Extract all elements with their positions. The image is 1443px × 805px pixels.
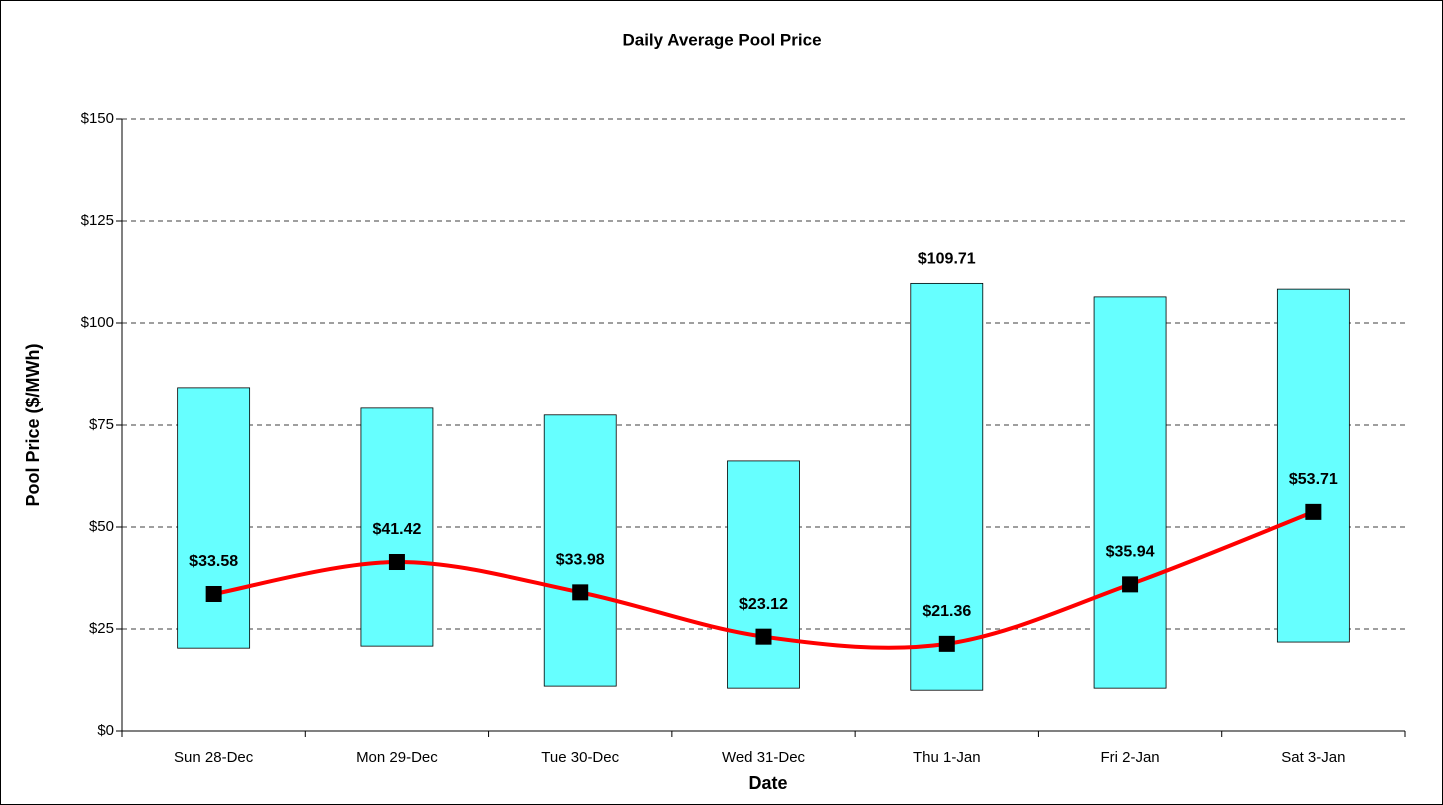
x-tick-label: Tue 30-Dec <box>541 749 619 766</box>
average-marker <box>938 635 955 652</box>
y-axis-label: Pool Price ($/MWh) <box>23 343 43 506</box>
y-tick-label: $100 <box>81 314 114 331</box>
range-bar <box>1093 296 1167 689</box>
range-bar <box>543 414 617 687</box>
average-label: $53.71 <box>1289 471 1338 488</box>
range-bar <box>177 387 251 649</box>
y-tick-label: $75 <box>89 416 114 433</box>
average-marker <box>1122 576 1139 593</box>
high-label: $109.71 <box>918 251 976 268</box>
average-marker <box>755 628 772 645</box>
average-label: $21.36 <box>922 603 971 620</box>
range-bar <box>1276 288 1350 643</box>
average-marker <box>388 554 405 571</box>
range-bar <box>360 407 434 647</box>
y-tick-label: $25 <box>89 620 114 637</box>
y-tick-label: $0 <box>97 722 114 739</box>
y-tick-label: $125 <box>81 212 114 229</box>
x-tick-label: Sun 28-Dec <box>174 749 254 766</box>
average-label: $33.58 <box>189 553 238 570</box>
y-tick-label: $150 <box>81 110 114 127</box>
x-tick-label: Fri 2-Jan <box>1100 749 1159 766</box>
range-bar <box>910 282 984 691</box>
chart-title: Daily Average Pool Price <box>622 30 821 49</box>
average-marker <box>572 584 589 601</box>
y-tick-label: $50 <box>89 518 114 535</box>
x-tick-label: Thu 1-Jan <box>913 749 981 766</box>
average-marker <box>205 585 222 602</box>
average-label: $41.42 <box>372 521 421 538</box>
range-bar <box>727 460 800 689</box>
x-axis-label: Date <box>748 773 787 793</box>
average-label: $33.98 <box>556 552 605 569</box>
x-tick-label: Mon 29-Dec <box>356 749 438 766</box>
average-marker <box>1305 503 1322 520</box>
x-tick-label: Sat 3-Jan <box>1281 749 1345 766</box>
x-tick-label: Wed 31-Dec <box>722 749 806 766</box>
average-label: $35.94 <box>1106 544 1155 561</box>
average-label: $23.12 <box>739 596 788 613</box>
